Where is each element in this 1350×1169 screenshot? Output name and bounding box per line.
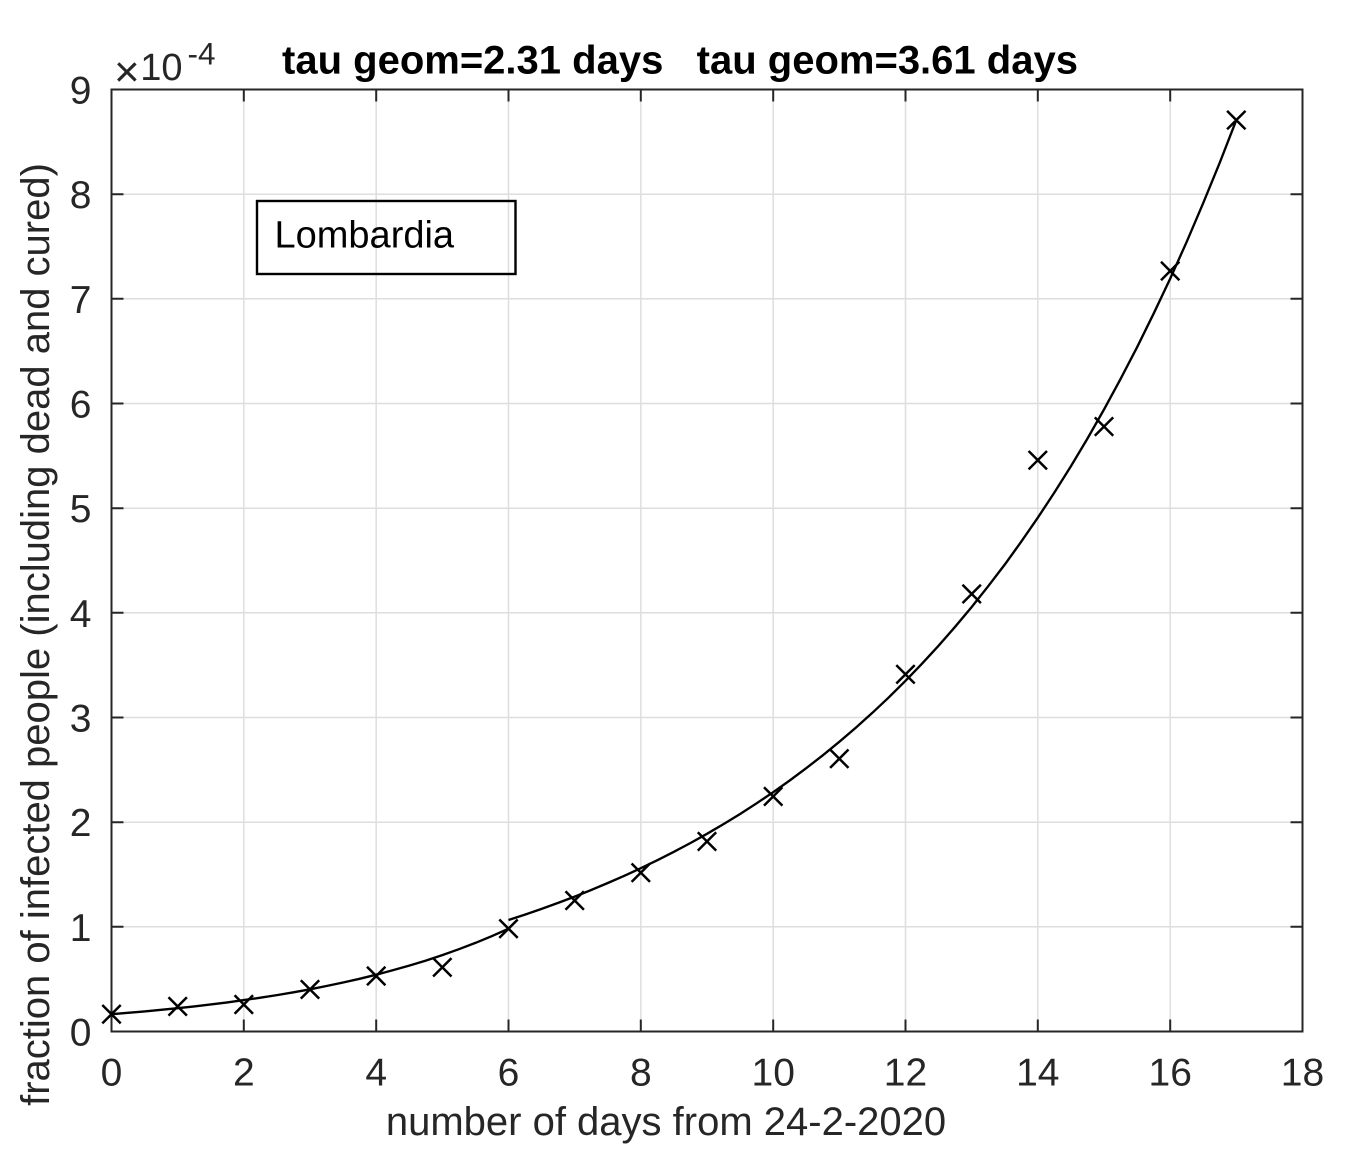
svg-text:6: 6 <box>70 384 92 427</box>
svg-text:4: 4 <box>365 1051 387 1094</box>
svg-text:×10-4: ×10 -4 <box>114 36 216 97</box>
svg-text:tau geom=2.31 days tau geom=: tau geom=2.31 days tau geom=3.61 days <box>282 39 1078 83</box>
svg-text:0: 0 <box>101 1051 123 1094</box>
svg-text:2: 2 <box>70 802 92 845</box>
svg-text:5: 5 <box>70 488 92 531</box>
svg-text:2: 2 <box>233 1051 255 1094</box>
svg-text:8: 8 <box>70 174 92 217</box>
svg-text:7: 7 <box>70 279 92 322</box>
svg-text:10: 10 <box>752 1051 795 1094</box>
svg-text:Lombardia: Lombardia <box>275 215 455 257</box>
svg-text:18: 18 <box>1281 1051 1324 1094</box>
svg-text:12: 12 <box>884 1051 927 1094</box>
svg-text:9: 9 <box>70 70 92 113</box>
svg-text:1: 1 <box>70 907 92 950</box>
svg-text:16: 16 <box>1149 1051 1192 1094</box>
svg-text:number of days from 24-2-2020: number of days from 24-2-2020 <box>386 1100 946 1144</box>
svg-text:8: 8 <box>630 1051 652 1094</box>
svg-text:6: 6 <box>498 1051 520 1094</box>
svg-text:fraction of infected people (i: fraction of infected people (including d… <box>14 163 58 1106</box>
svg-text:4: 4 <box>70 593 92 636</box>
svg-text:0: 0 <box>70 1012 92 1055</box>
svg-text:14: 14 <box>1016 1051 1059 1094</box>
svg-text:3: 3 <box>70 698 92 741</box>
